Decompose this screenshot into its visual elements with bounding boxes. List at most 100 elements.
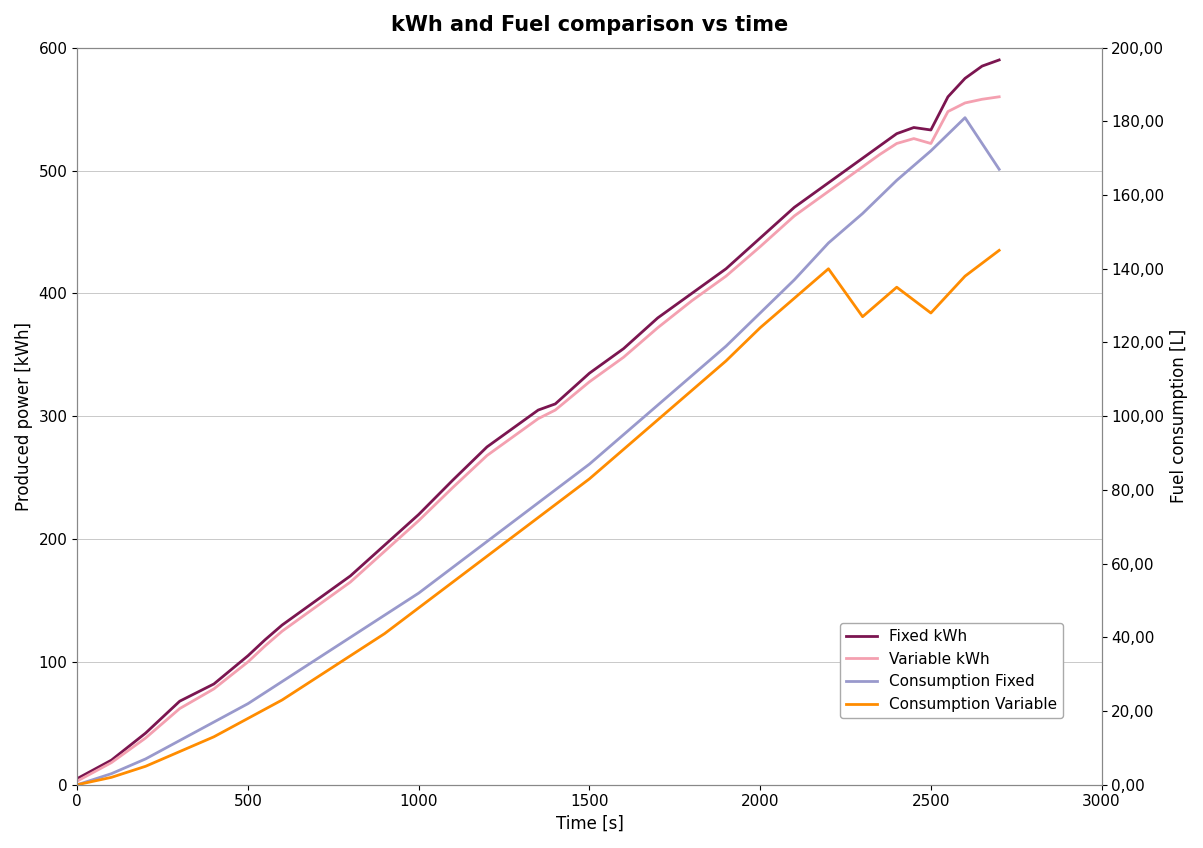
Variable kWh bbox=[974, 94, 989, 104]
Consumption Variable bbox=[924, 308, 938, 318]
Line: Fixed kWh: Fixed kWh bbox=[77, 60, 1000, 778]
Consumption Fixed bbox=[138, 754, 153, 764]
Line: Variable kWh: Variable kWh bbox=[77, 97, 1000, 781]
Consumption Fixed bbox=[378, 610, 392, 620]
Consumption Variable bbox=[480, 551, 494, 561]
Variable kWh bbox=[343, 577, 357, 587]
Consumption Fixed bbox=[685, 371, 699, 381]
Fixed kWh bbox=[309, 595, 324, 605]
Consumption Variable bbox=[514, 526, 528, 536]
Variable kWh bbox=[941, 107, 955, 117]
Variable kWh bbox=[257, 641, 272, 651]
Fixed kWh bbox=[924, 125, 938, 135]
Consumption Variable bbox=[309, 672, 324, 683]
Variable kWh bbox=[616, 352, 630, 362]
Consumption Fixed bbox=[889, 176, 903, 186]
Consumption Variable bbox=[378, 628, 392, 639]
Consumption Fixed bbox=[343, 633, 357, 643]
Consumption Fixed bbox=[411, 588, 426, 598]
Fixed kWh bbox=[719, 264, 734, 274]
Consumption Fixed bbox=[719, 341, 734, 351]
Variable kWh bbox=[241, 657, 255, 667]
Variable kWh bbox=[992, 92, 1007, 102]
Variable kWh bbox=[582, 377, 597, 387]
Line: Consumption Fixed: Consumption Fixed bbox=[77, 118, 1000, 784]
Y-axis label: Produced power [kWh]: Produced power [kWh] bbox=[14, 321, 32, 510]
Consumption Fixed bbox=[616, 430, 630, 440]
Consumption Variable bbox=[275, 695, 290, 705]
Consumption Variable bbox=[70, 779, 84, 789]
Variable kWh bbox=[907, 133, 921, 143]
Consumption Variable bbox=[172, 746, 186, 756]
Variable kWh bbox=[138, 733, 153, 743]
Consumption Variable bbox=[822, 264, 836, 274]
Consumption Variable bbox=[958, 271, 972, 282]
Fixed kWh bbox=[582, 368, 597, 378]
Fixed kWh bbox=[822, 178, 836, 188]
Consumption Fixed bbox=[582, 459, 597, 469]
Consumption Fixed bbox=[958, 113, 972, 123]
Variable kWh bbox=[822, 187, 836, 197]
Variable kWh bbox=[411, 516, 426, 526]
Consumption Variable bbox=[343, 650, 357, 661]
Variable kWh bbox=[514, 426, 528, 436]
Fixed kWh bbox=[787, 203, 801, 213]
Fixed kWh bbox=[343, 571, 357, 581]
Variable kWh bbox=[275, 626, 290, 636]
Fixed kWh bbox=[889, 129, 903, 139]
Consumption Variable bbox=[445, 577, 460, 587]
Fixed kWh bbox=[411, 510, 426, 520]
Variable kWh bbox=[924, 138, 938, 148]
Consumption Fixed bbox=[753, 308, 768, 318]
Variable kWh bbox=[378, 546, 392, 556]
Fixed kWh bbox=[207, 679, 221, 689]
Consumption Variable bbox=[651, 415, 665, 425]
Consumption Variable bbox=[616, 444, 630, 455]
Consumption Fixed bbox=[445, 562, 460, 572]
Consumption Variable bbox=[992, 245, 1007, 255]
Consumption Fixed bbox=[207, 717, 221, 728]
Consumption Fixed bbox=[514, 510, 528, 521]
Consumption Variable bbox=[582, 474, 597, 484]
X-axis label: Time [s]: Time [s] bbox=[556, 815, 623, 833]
Consumption Variable bbox=[241, 713, 255, 723]
Fixed kWh bbox=[531, 405, 545, 416]
Fixed kWh bbox=[275, 620, 290, 630]
Fixed kWh bbox=[753, 233, 768, 243]
Consumption Fixed bbox=[172, 735, 186, 745]
Consumption Variable bbox=[787, 293, 801, 304]
Consumption Fixed bbox=[275, 677, 290, 687]
Consumption Variable bbox=[889, 282, 903, 293]
Title: kWh and Fuel comparison vs time: kWh and Fuel comparison vs time bbox=[391, 15, 788, 35]
Consumption Fixed bbox=[549, 485, 563, 495]
Variable kWh bbox=[787, 211, 801, 221]
Fixed kWh bbox=[105, 755, 119, 765]
Variable kWh bbox=[889, 138, 903, 148]
Consumption Fixed bbox=[855, 209, 870, 219]
Consumption Fixed bbox=[992, 165, 1007, 175]
Consumption Variable bbox=[411, 603, 426, 613]
Variable kWh bbox=[651, 322, 665, 332]
Fixed kWh bbox=[70, 773, 84, 784]
Line: Consumption Variable: Consumption Variable bbox=[77, 250, 1000, 784]
Variable kWh bbox=[549, 405, 563, 416]
Consumption Variable bbox=[549, 499, 563, 510]
Variable kWh bbox=[480, 450, 494, 460]
Variable kWh bbox=[105, 757, 119, 767]
Fixed kWh bbox=[651, 313, 665, 323]
Fixed kWh bbox=[872, 141, 887, 151]
Fixed kWh bbox=[941, 92, 955, 102]
Consumption Variable bbox=[855, 311, 870, 321]
Fixed kWh bbox=[855, 153, 870, 164]
Consumption Fixed bbox=[70, 779, 84, 789]
Fixed kWh bbox=[480, 442, 494, 452]
Legend: Fixed kWh, Variable kWh, Consumption Fixed, Consumption Variable: Fixed kWh, Variable kWh, Consumption Fix… bbox=[840, 623, 1063, 718]
Variable kWh bbox=[309, 601, 324, 611]
Fixed kWh bbox=[241, 650, 255, 661]
Variable kWh bbox=[855, 162, 870, 172]
Variable kWh bbox=[753, 242, 768, 252]
Variable kWh bbox=[207, 683, 221, 694]
Fixed kWh bbox=[514, 417, 528, 427]
Fixed kWh bbox=[907, 122, 921, 132]
Fixed kWh bbox=[549, 399, 563, 409]
